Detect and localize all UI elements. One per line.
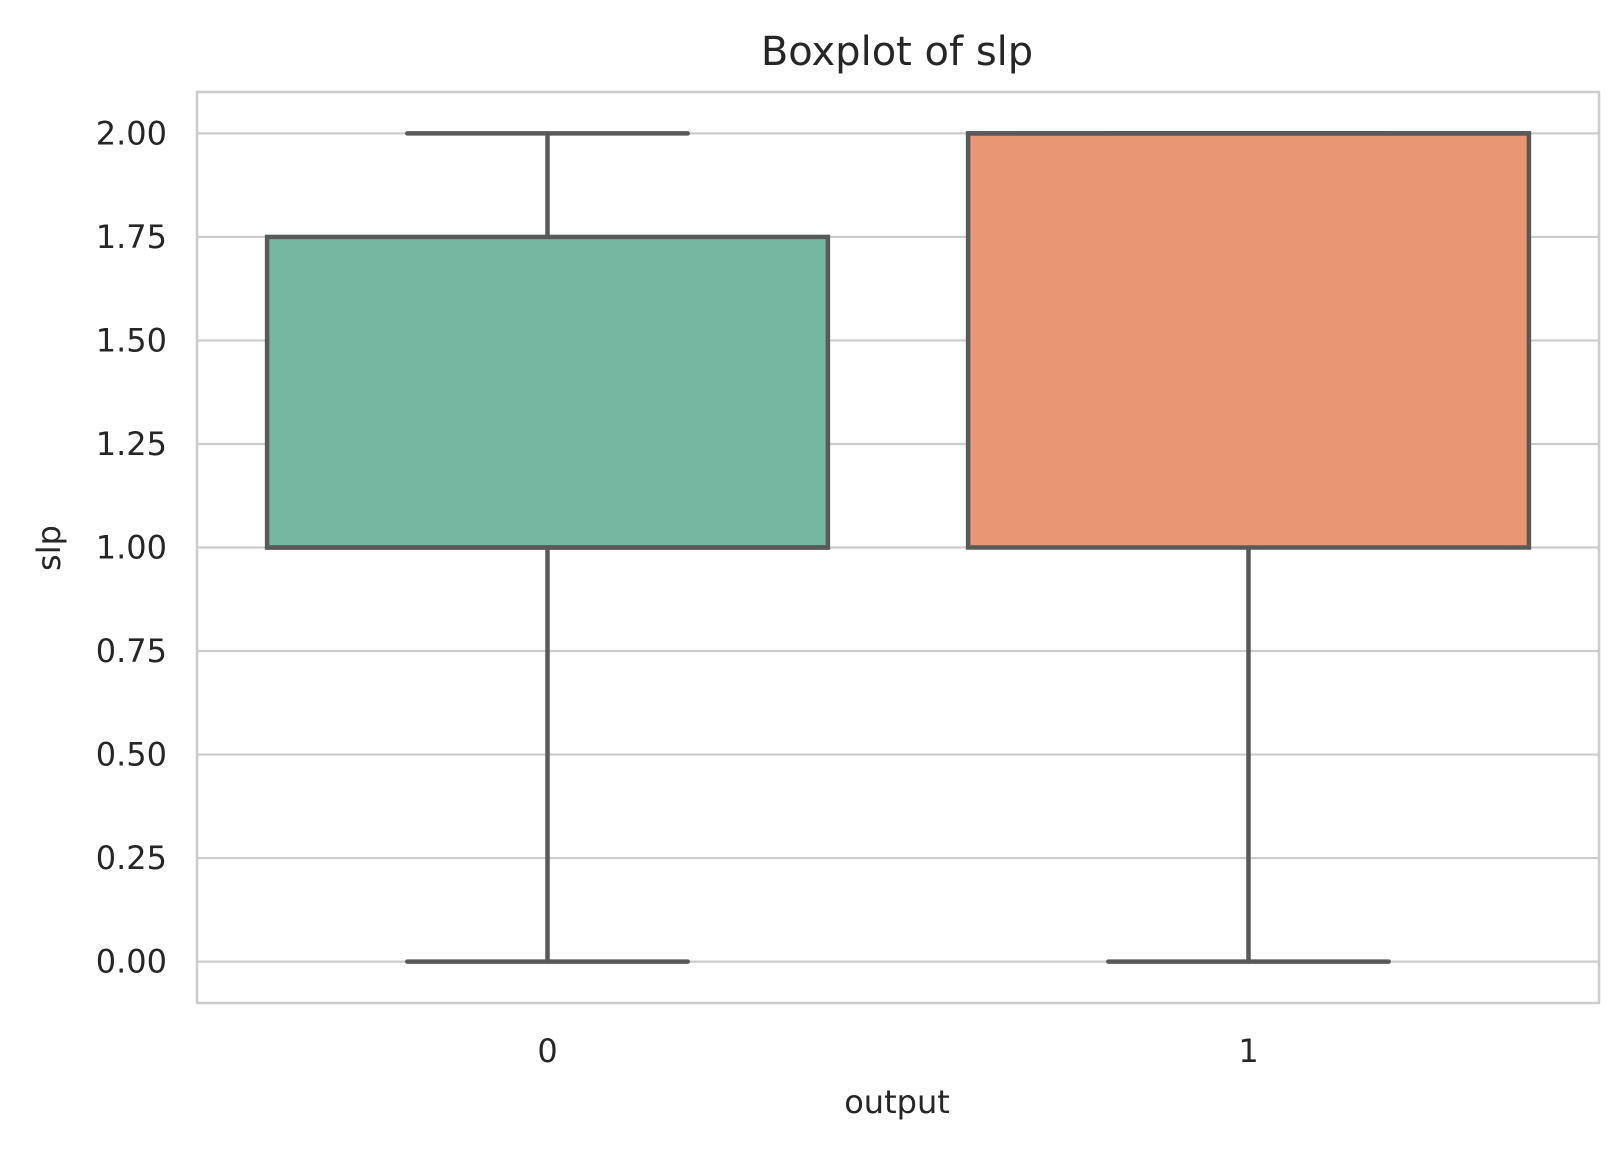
iqr-box (965, 131, 1532, 550)
y-tick-label: 2.00 (96, 114, 167, 152)
x-tick-label: 1 (1238, 1032, 1258, 1070)
x-tick-label: 0 (537, 1032, 557, 1070)
boxes (264, 131, 1532, 964)
y-tick-label: 1.75 (96, 218, 167, 256)
box-group-1 (965, 131, 1532, 964)
y-tick-label: 0.25 (96, 839, 167, 877)
x-axis-label: output (844, 1083, 950, 1121)
y-tick-label: 1.50 (96, 321, 167, 359)
y-tick-label: 0.00 (96, 943, 167, 981)
y-tick-label: 1.25 (96, 425, 167, 463)
iqr-box (264, 234, 831, 550)
y-tick-label: 0.75 (96, 632, 167, 670)
y-tick-label: 0.50 (96, 736, 167, 774)
y-axis-label: slp (30, 525, 68, 571)
chart-title: Boxplot of slp (761, 29, 1033, 75)
box-group-0 (264, 131, 831, 964)
y-tick-label: 1.00 (96, 529, 167, 567)
y-tick-labels: 0.00 0.25 0.50 0.75 1.00 1.25 1.50 1.75 2.00 (96, 114, 167, 980)
plot-frame (195, 90, 1601, 1005)
